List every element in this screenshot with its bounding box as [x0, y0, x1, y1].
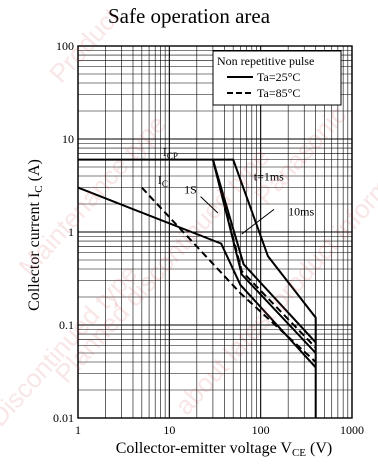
legend: Non repetitive pulse Ta=25°C Ta=85°C	[212, 50, 342, 106]
annotation-label: 10ms	[288, 205, 314, 219]
chart-title: Safe operation area	[107, 4, 271, 28]
annotation-subscript: C	[162, 179, 168, 189]
annotation-label: t=1ms	[254, 169, 284, 183]
annotation-label: 1S	[184, 182, 197, 196]
gridlines	[77, 45, 353, 419]
x-axis-label-main: Collector-emitter voltage V	[115, 440, 292, 457]
x-tick-label: 100	[252, 423, 270, 437]
y-tick-label: 1	[68, 225, 74, 239]
series-line	[211, 159, 317, 349]
y-axis-label: Collector current IC (A)	[26, 159, 45, 311]
series-line	[211, 159, 317, 354]
x-tick-label: 10	[163, 423, 175, 437]
annotation-label: IC	[158, 173, 168, 189]
series-line	[141, 186, 317, 363]
legend-label: Ta=85°C	[257, 86, 300, 100]
y-axis-label-sub: C	[33, 185, 45, 193]
y-axis-label-unit: (A)	[26, 159, 43, 186]
annotations: ICP IC 1S t=1ms 10ms	[158, 145, 314, 235]
legend-title: Non repetitive pulse	[217, 54, 314, 68]
x-tick-label: 1000	[340, 423, 364, 437]
series-group	[77, 158, 317, 418]
y-tick-label: 100	[56, 39, 74, 53]
series-line	[77, 186, 317, 369]
series-line	[78, 158, 317, 418]
y-tick-label: 10	[62, 132, 74, 146]
plot-frame	[77, 45, 353, 419]
annotation-subscript: CP	[167, 151, 178, 161]
x-tick-label: 1	[75, 423, 81, 437]
x-axis-label: Collector-emitter voltage VCE (V)	[70, 440, 378, 459]
legend-label: Ta=25°C	[257, 70, 300, 84]
y-tick-label: 0.01	[53, 411, 74, 425]
annotation-label: ICP	[163, 145, 178, 161]
series-line	[211, 159, 317, 344]
y-axis-label-main: Collector current I	[26, 192, 43, 311]
x-axis-label-sub: CE	[291, 447, 307, 459]
y-tick-label: 0.1	[59, 318, 74, 332]
tick-labels: 1 10 100 1000 0.01 0.1 1 10 100	[53, 39, 364, 437]
x-axis-label-unit: (V)	[306, 440, 333, 457]
annotation-leader	[241, 209, 275, 235]
annotation-leader	[200, 196, 219, 214]
